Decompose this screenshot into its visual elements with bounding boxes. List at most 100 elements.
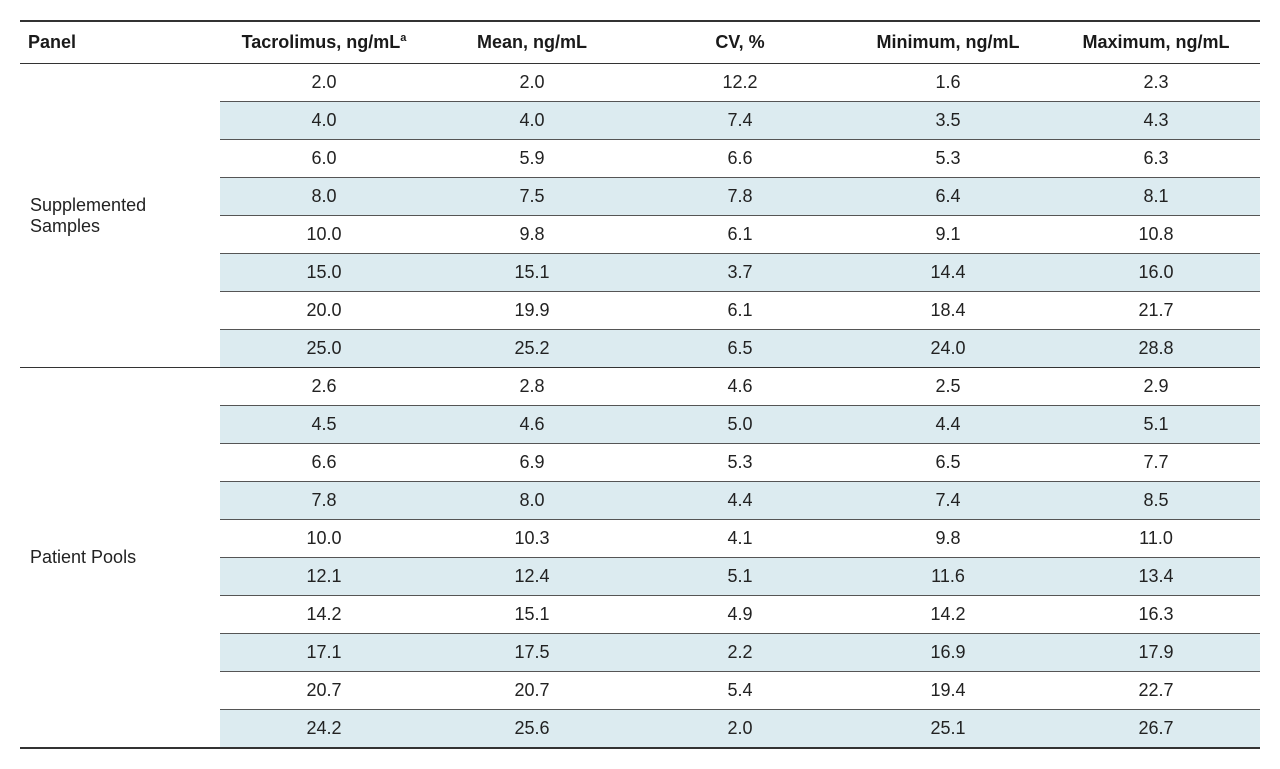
cell-cv: 3.7 bbox=[636, 254, 844, 292]
cell-max: 4.3 bbox=[1052, 102, 1260, 140]
col-max: Maximum, ng/mL bbox=[1052, 21, 1260, 64]
cell-cv: 2.0 bbox=[636, 710, 844, 749]
cell-cv: 5.4 bbox=[636, 672, 844, 710]
cell-max: 21.7 bbox=[1052, 292, 1260, 330]
cell-max: 11.0 bbox=[1052, 520, 1260, 558]
cell-tac: 8.0 bbox=[220, 178, 428, 216]
cell-mean: 2.8 bbox=[428, 368, 636, 406]
cell-mean: 12.4 bbox=[428, 558, 636, 596]
cell-max: 28.8 bbox=[1052, 330, 1260, 368]
cell-cv: 4.6 bbox=[636, 368, 844, 406]
cell-tac: 25.0 bbox=[220, 330, 428, 368]
cell-tac: 4.5 bbox=[220, 406, 428, 444]
cell-cv: 5.3 bbox=[636, 444, 844, 482]
header-row: Panel Tacrolimus, ng/mLa Mean, ng/mL CV,… bbox=[20, 21, 1260, 64]
cell-min: 7.4 bbox=[844, 482, 1052, 520]
cell-min: 14.2 bbox=[844, 596, 1052, 634]
cell-mean: 4.6 bbox=[428, 406, 636, 444]
col-tacrolimus: Tacrolimus, ng/mLa bbox=[220, 21, 428, 64]
cell-max: 6.3 bbox=[1052, 140, 1260, 178]
table-row: Supplemented Samples2.02.012.21.62.3 bbox=[20, 64, 1260, 102]
cell-cv: 6.1 bbox=[636, 292, 844, 330]
panel-label: Patient Pools bbox=[20, 368, 220, 749]
cell-min: 11.6 bbox=[844, 558, 1052, 596]
cell-max: 17.9 bbox=[1052, 634, 1260, 672]
col-min: Minimum, ng/mL bbox=[844, 21, 1052, 64]
cell-max: 16.3 bbox=[1052, 596, 1260, 634]
cell-max: 22.7 bbox=[1052, 672, 1260, 710]
cell-min: 2.5 bbox=[844, 368, 1052, 406]
cell-min: 3.5 bbox=[844, 102, 1052, 140]
cell-max: 13.4 bbox=[1052, 558, 1260, 596]
cell-tac: 2.6 bbox=[220, 368, 428, 406]
cell-tac: 2.0 bbox=[220, 64, 428, 102]
precision-table: Panel Tacrolimus, ng/mLa Mean, ng/mL CV,… bbox=[20, 20, 1260, 749]
cell-mean: 19.9 bbox=[428, 292, 636, 330]
cell-tac: 20.0 bbox=[220, 292, 428, 330]
cell-min: 25.1 bbox=[844, 710, 1052, 749]
cell-max: 8.1 bbox=[1052, 178, 1260, 216]
cell-tac: 20.7 bbox=[220, 672, 428, 710]
cell-mean: 15.1 bbox=[428, 254, 636, 292]
cell-min: 9.1 bbox=[844, 216, 1052, 254]
table-row: Patient Pools2.62.84.62.52.9 bbox=[20, 368, 1260, 406]
cell-mean: 7.5 bbox=[428, 178, 636, 216]
cell-mean: 9.8 bbox=[428, 216, 636, 254]
cell-cv: 7.4 bbox=[636, 102, 844, 140]
cell-max: 2.9 bbox=[1052, 368, 1260, 406]
cell-min: 6.4 bbox=[844, 178, 1052, 216]
cell-min: 9.8 bbox=[844, 520, 1052, 558]
cell-tac: 4.0 bbox=[220, 102, 428, 140]
cell-cv: 4.1 bbox=[636, 520, 844, 558]
cell-tac: 7.8 bbox=[220, 482, 428, 520]
col-panel: Panel bbox=[20, 21, 220, 64]
cell-max: 7.7 bbox=[1052, 444, 1260, 482]
cell-tac: 24.2 bbox=[220, 710, 428, 749]
cell-cv: 6.5 bbox=[636, 330, 844, 368]
cell-min: 14.4 bbox=[844, 254, 1052, 292]
cell-tac: 6.6 bbox=[220, 444, 428, 482]
cell-min: 6.5 bbox=[844, 444, 1052, 482]
cell-mean: 17.5 bbox=[428, 634, 636, 672]
cell-cv: 2.2 bbox=[636, 634, 844, 672]
cell-cv: 6.1 bbox=[636, 216, 844, 254]
cell-tac: 14.2 bbox=[220, 596, 428, 634]
cell-cv: 7.8 bbox=[636, 178, 844, 216]
cell-min: 16.9 bbox=[844, 634, 1052, 672]
cell-mean: 10.3 bbox=[428, 520, 636, 558]
cell-cv: 5.0 bbox=[636, 406, 844, 444]
cell-min: 19.4 bbox=[844, 672, 1052, 710]
cell-cv: 4.9 bbox=[636, 596, 844, 634]
cell-min: 1.6 bbox=[844, 64, 1052, 102]
cell-mean: 6.9 bbox=[428, 444, 636, 482]
cell-mean: 5.9 bbox=[428, 140, 636, 178]
cell-cv: 6.6 bbox=[636, 140, 844, 178]
cell-mean: 2.0 bbox=[428, 64, 636, 102]
cell-max: 5.1 bbox=[1052, 406, 1260, 444]
cell-max: 16.0 bbox=[1052, 254, 1260, 292]
cell-min: 24.0 bbox=[844, 330, 1052, 368]
cell-mean: 25.2 bbox=[428, 330, 636, 368]
cell-mean: 8.0 bbox=[428, 482, 636, 520]
panel-label: Supplemented Samples bbox=[20, 64, 220, 368]
cell-max: 10.8 bbox=[1052, 216, 1260, 254]
cell-mean: 15.1 bbox=[428, 596, 636, 634]
cell-tac: 10.0 bbox=[220, 216, 428, 254]
cell-tac: 12.1 bbox=[220, 558, 428, 596]
cell-mean: 20.7 bbox=[428, 672, 636, 710]
cell-max: 2.3 bbox=[1052, 64, 1260, 102]
cell-min: 4.4 bbox=[844, 406, 1052, 444]
cell-tac: 17.1 bbox=[220, 634, 428, 672]
cell-mean: 4.0 bbox=[428, 102, 636, 140]
col-tacrolimus-label: Tacrolimus, ng/mL bbox=[242, 32, 401, 52]
cell-tac: 15.0 bbox=[220, 254, 428, 292]
col-mean: Mean, ng/mL bbox=[428, 21, 636, 64]
cell-min: 18.4 bbox=[844, 292, 1052, 330]
cell-max: 8.5 bbox=[1052, 482, 1260, 520]
cell-min: 5.3 bbox=[844, 140, 1052, 178]
col-cv: CV, % bbox=[636, 21, 844, 64]
cell-cv: 5.1 bbox=[636, 558, 844, 596]
cell-tac: 10.0 bbox=[220, 520, 428, 558]
cell-cv: 4.4 bbox=[636, 482, 844, 520]
col-tacrolimus-sup: a bbox=[400, 32, 406, 44]
